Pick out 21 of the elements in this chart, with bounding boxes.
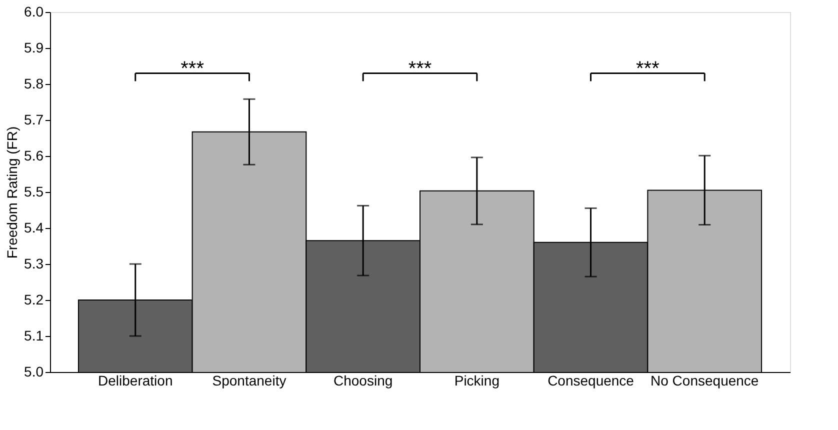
y-tick-label: 5.6 bbox=[24, 148, 44, 164]
x-tick-label: Spontaneity bbox=[212, 372, 286, 388]
x-tick-label: Deliberation bbox=[98, 372, 173, 388]
y-tick-label: 5.4 bbox=[24, 220, 44, 236]
annotation: *** bbox=[408, 58, 432, 80]
y-tick-label: 5.5 bbox=[24, 184, 44, 200]
x-tick-label: No Consequence bbox=[650, 372, 759, 388]
annotation: *** bbox=[180, 58, 204, 80]
x-tick-label: Choosing bbox=[334, 372, 393, 388]
y-tick-label: 5.9 bbox=[24, 40, 44, 56]
y-axis-title: Freedom Rating (FR) bbox=[4, 126, 20, 259]
x-tick-label: Consequence bbox=[548, 372, 634, 388]
x-tick-label: Picking bbox=[454, 372, 500, 388]
y-tick-label: 5.7 bbox=[24, 112, 44, 128]
y-tick-label: 6.0 bbox=[24, 4, 44, 20]
y-tick-label: 5.8 bbox=[24, 76, 44, 92]
y-tick-label: 5.1 bbox=[24, 328, 44, 344]
y-tick-label: 5.3 bbox=[24, 256, 44, 272]
annotation: *** bbox=[636, 58, 660, 80]
y-tick-label: 5.0 bbox=[24, 364, 44, 380]
y-tick-label: 5.2 bbox=[24, 292, 44, 308]
